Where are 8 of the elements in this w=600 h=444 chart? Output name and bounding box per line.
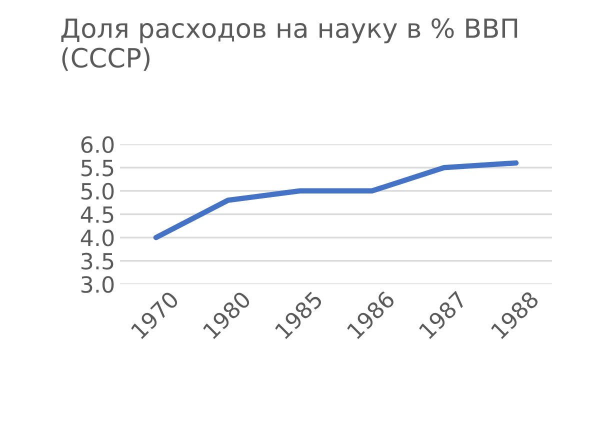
y-tick-label: 3.0: [81, 276, 114, 293]
y-tick-label: 3.5: [81, 252, 114, 270]
y-tick-label: 4.0: [80, 229, 114, 246]
y-tick-label: 5.0: [82, 182, 114, 200]
y-tick-label: 4.5: [80, 206, 114, 223]
y-tick-label: 6.0: [81, 136, 114, 154]
y-tick-label: 5.5: [82, 160, 114, 176]
chart-title: Доля расходов на науку в % ВВП (СССР): [61, 18, 518, 71]
